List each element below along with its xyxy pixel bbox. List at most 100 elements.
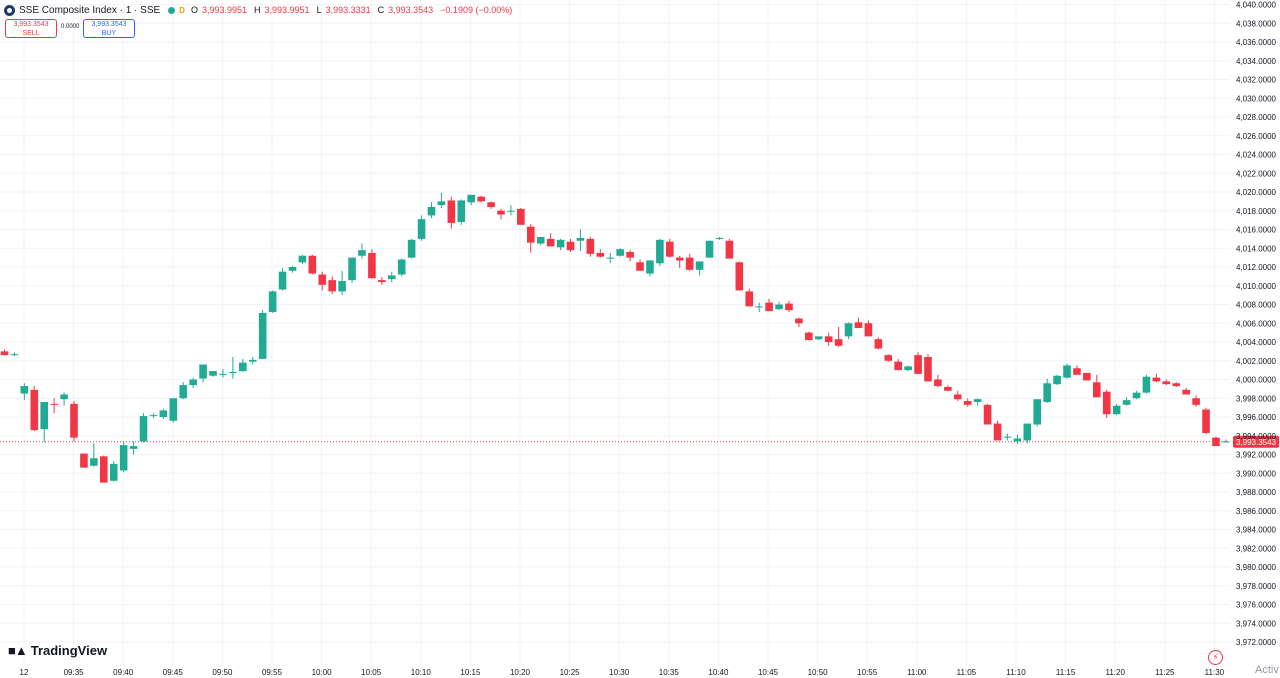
candle [834,327,843,347]
candle [189,377,197,388]
candle-body [1142,376,1151,393]
time-tick-label: 11:10 [1006,668,1026,677]
candle-body [953,394,962,400]
candle-body [983,404,992,425]
time-tick-label: 11:30 [1205,668,1225,677]
candle-body [894,361,902,371]
candle-body [1083,372,1091,381]
candle-body [139,416,148,442]
market-status-icon[interactable] [168,6,176,14]
candle-body [70,403,78,438]
candle-body [457,200,466,222]
candle [725,238,734,259]
candle [0,349,9,356]
time-axis[interactable]: 12 09:35 09:40 09:45 09:50 09:55 10:00 10:05 10:… [20,668,1225,677]
candle-body [576,237,585,241]
candle [656,238,664,267]
candle-body [1192,398,1200,405]
candle [1182,387,1190,395]
buy-button[interactable]: 3,993.3543 BUY [83,19,135,38]
candle-body [50,403,58,405]
candle [1093,374,1101,398]
ohlc-high-key: H [254,5,261,15]
candle-body [417,219,426,239]
candle-body [884,355,893,361]
lightning-icon[interactable]: ⚡ [1208,650,1223,665]
candle-body [497,210,505,215]
candle-body [934,379,942,387]
candle [814,336,823,341]
price-tick-label: 3,990.0000 [1236,469,1277,478]
time-tick-label: 10:35 [659,668,680,677]
candle-body [1023,423,1032,441]
candle-body [725,240,734,259]
candle-body [209,371,217,376]
symbol-title[interactable]: SSE Composite Index · 1 · SSE [19,4,161,16]
candle [715,237,724,240]
last-price-tag[interactable] [1233,435,1279,448]
candle-body [517,208,525,225]
candle [983,403,992,425]
candle-body [348,257,356,281]
candle [209,371,217,377]
candle [666,238,674,258]
candle-body [119,445,128,471]
price-tick-label: 4,008.0000 [1236,301,1277,310]
candle [675,255,684,268]
candle [596,249,605,258]
candle [963,398,972,407]
candle-body [20,386,29,394]
price-tick-label: 3,998.0000 [1236,394,1277,403]
candle [378,277,386,285]
candle-body [765,302,773,312]
price-tick-label: 3,986.0000 [1236,507,1277,516]
price-axis[interactable]: 4,040.0000 4,038.0000 4,036.0000 4,034.0000… [1236,1,1277,648]
price-tick-label: 4,034.0000 [1236,57,1277,66]
candle [934,374,942,387]
candle [338,270,346,296]
candle [60,392,68,406]
candle-body [248,359,257,362]
candle [20,383,29,401]
time-tick-label: 10:40 [708,668,729,677]
candle [685,253,694,271]
candle [586,237,595,257]
candle-body [685,257,694,270]
price-tick-label: 3,972.0000 [1236,638,1277,647]
candle-body [1182,389,1190,395]
candle [824,332,833,346]
candle-body [437,201,446,206]
candle [616,248,624,257]
time-tick-label: 11:00 [907,668,927,677]
candle-body [546,238,555,247]
time-tick-label: 10:00 [312,668,333,677]
price-tick-label: 4,002.0000 [1236,357,1277,366]
candle [70,401,78,442]
sell-label: SELL [22,30,40,37]
candle [1222,439,1230,443]
candle-body [834,339,843,346]
candle-body [735,262,744,291]
candle [100,455,108,483]
last-price-label: 3,993.3543 [1236,438,1277,447]
candle-body [1152,377,1161,382]
candle-body [1132,392,1141,399]
sell-button[interactable]: 3,993.3543 SELL [5,19,57,38]
ohlc-close-key: C [377,5,385,15]
candle [904,365,912,372]
grid [0,0,1230,665]
candle [1172,382,1181,387]
candle [1152,373,1161,383]
sell-price: 3,993.3543 [13,21,49,28]
time-tick-label: 11:20 [1105,668,1125,677]
candle [1112,403,1121,416]
candle [149,413,158,418]
candle-body [805,332,813,341]
tradingview-logo[interactable]: ■▲ TradingView [8,643,107,658]
candle-body [586,238,595,254]
candle [864,320,873,337]
buy-price: 3,993.3543 [91,21,127,28]
candle-body [656,239,664,264]
data-badge[interactable]: D [179,5,185,15]
